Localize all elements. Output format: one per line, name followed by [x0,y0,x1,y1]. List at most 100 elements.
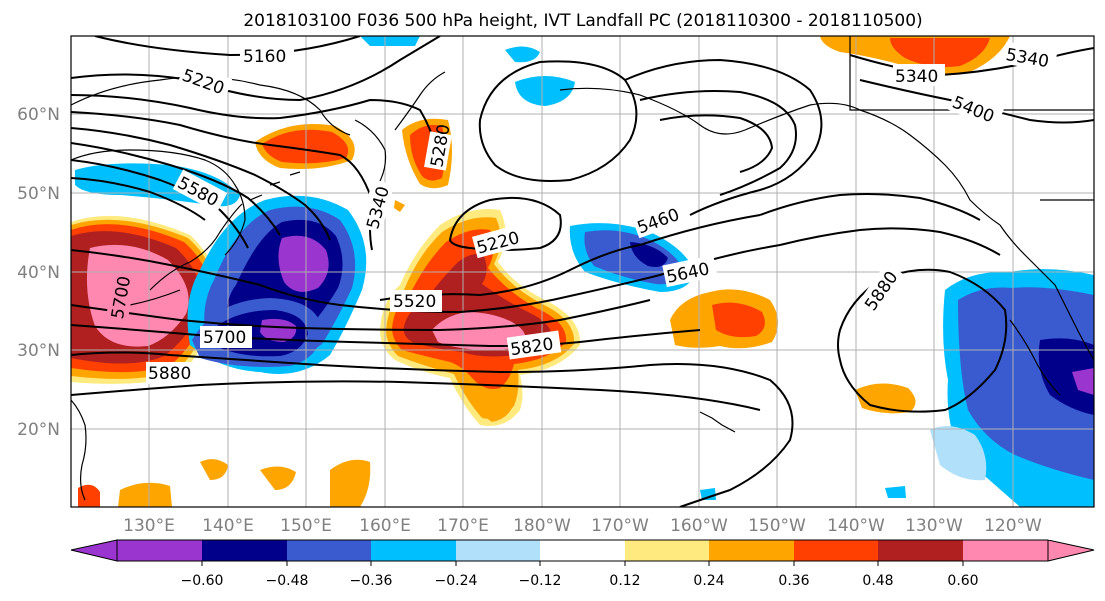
colorbar-segments [71,540,1094,561]
contour-label-bg [177,62,233,100]
lon-label: 150°W [748,516,806,536]
anomaly-south-orange-1 [118,482,172,507]
anomaly-centralneg-navy [630,242,668,267]
anomaly-eastpos-red [712,302,765,338]
colorbar-segment [878,540,963,561]
lat-label: 20°N [17,420,60,440]
map-frame [70,35,1095,508]
colorbar-tick-label: 0.12 [609,573,640,589]
lon-label: 170°E [437,516,489,536]
anomaly-eastneg-blue [958,287,1094,480]
colorbar-extend-low [71,540,117,561]
lat-label: 60°N [17,105,60,125]
colorbar-segment [456,540,540,561]
colorbar-segment [794,540,878,561]
lon-label: 180°W [513,516,571,536]
colorbar-tick-labels: −0.60 −0.48 −0.36 −0.24 −0.12 0.12 0.24 … [181,573,979,589]
colorbar-tick-label: −0.60 [181,573,224,589]
colorbar-tick-label: 0.60 [947,573,978,589]
coast-baja [1009,319,1061,396]
anomaly-north-cyan-2 [360,36,420,46]
colorbar-segment [117,540,202,561]
contour-5820 [71,324,701,348]
anomaly-nwpac-lower-purple [260,318,297,342]
contour-label-bg [172,169,228,213]
anomaly-japan-pink [86,244,189,347]
contour-label-bg [359,179,395,233]
contour-label-bg [200,326,252,348]
contour-5700 [71,299,651,332]
contour-5280 [71,94,439,161]
longitude-labels: 130°E 140°E 150°E 160°E 170°E 180°W 170°… [123,516,1042,536]
colorbar-tick-label: −0.48 [266,573,309,589]
contour-label-bg [424,131,452,171]
colorbar-tick-label: 0.48 [862,573,893,589]
lon-label: 130°E [123,516,175,536]
anomaly-north-cyan-3 [515,76,575,106]
contour-northloop [478,60,638,182]
colorbar-tick-label: 0.36 [778,573,809,589]
coast-japan [129,203,243,306]
contour-low-loop [448,196,562,251]
anomaly-kamchatka-red [262,129,349,164]
anomaly-north-cyan-4 [505,46,540,63]
anomaly-south-orange-4 [260,466,296,490]
latitude-labels: 60°N 50°N 40°N 30°N 20°N [17,105,60,440]
contour-5400 [71,127,331,241]
lon-label: 160°W [670,516,728,536]
anomaly-south-red [78,484,100,507]
colorbar-segment [371,540,456,561]
colorbar-segment [202,540,287,561]
colorbar-tick-label: 0.24 [693,573,724,589]
anomaly-eastneg-navy [1038,338,1094,415]
contour-ridge-3 [659,114,774,173]
contour-5880 [71,351,794,507]
coast-northamerica [849,36,1094,361]
anomaly-south-cyan-2 [885,486,906,498]
contour-south [71,380,761,411]
map-panel: 5160 5220 5580 5280 5340 5220 5460 5520 … [70,35,1095,508]
colorbar-tick-label: −0.12 [519,573,562,589]
colorbar-segment [287,540,371,561]
contour-label: 5520 [393,292,436,312]
colorbar-ticks [201,561,964,566]
contour-label-bg [506,330,562,360]
anomaly-nwpac-purple [278,235,329,292]
anomaly-plume-pink [432,312,526,351]
contour-5160 [94,36,361,57]
contour-label: 5340 [895,67,938,87]
colorbar-tick-label: −0.36 [350,573,393,589]
contour-label-bg [105,279,135,323]
colorbar-extend-high [1048,540,1094,561]
contour-label-bg [390,290,442,312]
contour-eastflow-2 [759,193,981,221]
anomaly-eastneg-purple [1072,368,1094,395]
lat-label: 40°N [17,263,60,283]
lon-label: 170°W [591,516,649,536]
contour-label-bg [662,254,718,288]
anomaly-centralneg-blue [584,230,684,285]
colorbar-segment [709,540,794,561]
contour-label: 5880 [148,364,191,384]
anomaly-south-orange-3 [200,459,228,480]
contour-ridge-1 [624,58,823,216]
colorbar: −0.60 −0.48 −0.36 −0.24 −0.12 0.12 0.24 … [70,539,1095,589]
contour-label-bg [1002,41,1058,73]
lon-label: 140°W [827,516,885,536]
contour-label-bg [947,89,1005,129]
anomaly-fragment-2 [394,200,405,212]
anomaly-eastneg-lightblue [930,426,987,481]
contour-label-bg [472,223,526,259]
anomaly-alaska-red [890,38,990,67]
contour-label-bg [893,64,945,86]
lon-label: 150°E [280,516,332,536]
coast-hawaii [699,411,736,433]
contour-label-bg [631,199,689,239]
figure-title: 2018103100 F036 500 hPa height, IVT Land… [243,11,922,31]
lat-label: 50°N [17,184,60,204]
anomaly-fragment-1 [478,392,515,422]
coast-philippines [71,399,87,501]
contour-5220-north [71,36,441,102]
contour-label: 5160 [243,47,286,67]
